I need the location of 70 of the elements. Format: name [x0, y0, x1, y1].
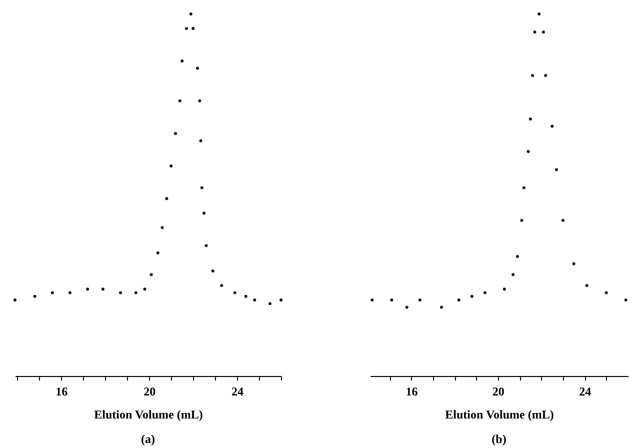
point [178, 99, 182, 102]
point [520, 218, 524, 222]
point [550, 124, 554, 128]
point [199, 139, 202, 142]
x-tick-label: 20 [492, 384, 504, 398]
text: (a) [141, 432, 155, 446]
point [370, 298, 374, 302]
point [483, 291, 486, 294]
point [253, 298, 256, 302]
point [244, 294, 248, 298]
point [14, 298, 16, 302]
point [572, 262, 576, 266]
point [150, 273, 153, 276]
x-tick-label: 24 [232, 384, 244, 398]
point [189, 12, 192, 16]
point [86, 288, 90, 291]
point [184, 26, 188, 30]
point [196, 66, 199, 70]
point [538, 12, 541, 16]
point [192, 26, 195, 30]
text: (b) [492, 432, 506, 446]
point [405, 306, 408, 309]
point [204, 244, 208, 248]
point [170, 164, 173, 168]
point [101, 288, 104, 291]
point [533, 30, 536, 34]
x-tick-label: 16 [406, 384, 418, 398]
point [418, 298, 422, 302]
point [440, 306, 444, 309]
point [554, 168, 558, 172]
point [160, 226, 164, 230]
point [280, 298, 282, 302]
point [156, 251, 160, 254]
point [68, 291, 72, 294]
point [585, 284, 588, 287]
point [624, 298, 628, 302]
point [33, 294, 36, 298]
x-tick-label: 20 [144, 384, 156, 398]
x-axis-title: Elution Volume (mL) [94, 408, 203, 422]
point [180, 60, 184, 63]
point [268, 302, 272, 306]
point [457, 298, 460, 302]
point [512, 273, 515, 276]
point [211, 270, 214, 273]
point [165, 197, 168, 200]
point [542, 30, 545, 34]
point [200, 186, 204, 190]
point [522, 186, 526, 190]
point [198, 99, 202, 102]
point [233, 291, 236, 294]
point [561, 218, 564, 222]
point [202, 212, 206, 215]
point [220, 284, 224, 287]
x-tick-label: 16 [56, 384, 68, 398]
point [502, 288, 506, 291]
point [470, 294, 474, 298]
point [531, 74, 534, 78]
point [134, 291, 138, 294]
point [174, 132, 177, 135]
point [390, 298, 394, 302]
x-tick-label: 24 [579, 384, 592, 398]
point [604, 291, 608, 294]
x-axis-title: Elution Volume (mL) [445, 408, 554, 422]
point [50, 291, 54, 294]
point [143, 288, 146, 291]
point [516, 255, 519, 258]
point [528, 117, 532, 120]
point [526, 150, 530, 154]
point [544, 74, 548, 78]
point [119, 291, 122, 294]
